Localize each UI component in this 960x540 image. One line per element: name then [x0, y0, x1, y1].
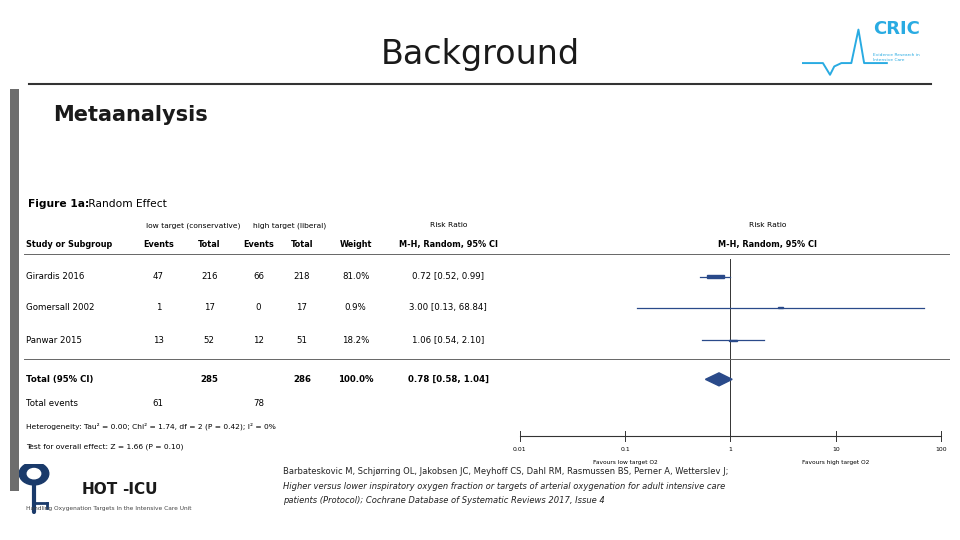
Text: 81.0%: 81.0%: [342, 272, 370, 281]
Text: Handling Oxygenation Targets In the Intensive Care Unit: Handling Oxygenation Targets In the Inte…: [26, 506, 191, 511]
Text: Random Effect: Random Effect: [85, 199, 167, 209]
Text: 61: 61: [153, 399, 164, 408]
Text: Girardis 2016: Girardis 2016: [26, 272, 84, 281]
Text: high target (liberal): high target (liberal): [252, 222, 326, 229]
Text: 0.72 [0.52, 0.99]: 0.72 [0.52, 0.99]: [412, 272, 484, 281]
Text: Total events: Total events: [26, 399, 78, 408]
Text: Total: Total: [291, 240, 313, 249]
Text: M-H, Random, 95% CI: M-H, Random, 95% CI: [718, 240, 817, 249]
Text: Heterogeneity: Tau² = 0.00; Chi² = 1.74, df = 2 (P = 0.42); I² = 0%: Heterogeneity: Tau² = 0.00; Chi² = 1.74,…: [26, 423, 276, 430]
Text: Risk Ratio: Risk Ratio: [749, 222, 786, 228]
Text: 51: 51: [297, 336, 307, 345]
Text: 66: 66: [252, 272, 264, 281]
Circle shape: [27, 469, 40, 479]
Text: -ICU: -ICU: [122, 482, 157, 497]
Text: 17: 17: [297, 303, 307, 312]
Text: 100.0%: 100.0%: [338, 375, 373, 384]
Text: 0.01: 0.01: [513, 447, 526, 452]
Text: CRIC: CRIC: [873, 19, 920, 38]
Text: 78: 78: [252, 399, 264, 408]
Text: Events: Events: [243, 240, 274, 249]
Text: Favours high target O2: Favours high target O2: [802, 460, 870, 465]
Text: 12: 12: [252, 336, 264, 345]
Text: 100: 100: [935, 447, 947, 452]
Text: M-H, Random, 95% CI: M-H, Random, 95% CI: [398, 240, 498, 249]
Text: 286: 286: [293, 375, 311, 384]
Text: 47: 47: [153, 272, 164, 281]
Text: Panwar 2015: Panwar 2015: [26, 336, 82, 345]
Text: Study or Subgroup: Study or Subgroup: [26, 240, 112, 249]
Text: Total (95% CI): Total (95% CI): [26, 375, 93, 384]
Text: 0.9%: 0.9%: [345, 303, 367, 312]
Text: 52: 52: [204, 336, 215, 345]
Polygon shape: [706, 373, 732, 386]
Text: patients (Protocol); Cochrane Database of Systematic Reviews 2017, Issue 4: patients (Protocol); Cochrane Database o…: [283, 496, 605, 505]
Bar: [707, 275, 724, 278]
Text: Metaanalysis: Metaanalysis: [53, 105, 207, 125]
Text: 0: 0: [255, 303, 261, 312]
Text: 218: 218: [294, 272, 310, 281]
Text: HOT: HOT: [82, 482, 118, 497]
Text: 10: 10: [832, 447, 840, 452]
Text: 3.00 [0.13, 68.84]: 3.00 [0.13, 68.84]: [409, 303, 487, 312]
Text: Gomersall 2002: Gomersall 2002: [26, 303, 94, 312]
Text: 0.1: 0.1: [620, 447, 630, 452]
Text: Test for overall effect: Z = 1.66 (P = 0.10): Test for overall effect: Z = 1.66 (P = 0…: [26, 443, 183, 450]
Text: Weight: Weight: [340, 240, 372, 249]
Text: 1: 1: [156, 303, 161, 312]
Text: Evidence Research in
Intensive Care: Evidence Research in Intensive Care: [873, 53, 920, 62]
Text: Risk Ratio: Risk Ratio: [430, 222, 467, 228]
Text: 0.78 [0.58, 1.04]: 0.78 [0.58, 1.04]: [408, 375, 489, 384]
Bar: [779, 307, 782, 308]
Text: Background: Background: [380, 38, 580, 71]
Text: 13: 13: [153, 336, 164, 345]
Text: Higher versus lower inspiratory oxygen fraction or targets of arterial oxygenati: Higher versus lower inspiratory oxygen f…: [283, 482, 726, 491]
Text: low target (conservative): low target (conservative): [146, 222, 240, 229]
Bar: [730, 340, 736, 341]
Text: 285: 285: [201, 375, 218, 384]
Text: Total: Total: [198, 240, 221, 249]
Text: Barbateskovic M, Schjørring OL, Jakobsen JC, Meyhoff CS, Dahl RM, Rasmussen BS, : Barbateskovic M, Schjørring OL, Jakobsen…: [283, 467, 729, 476]
Text: 1.06 [0.54, 2.10]: 1.06 [0.54, 2.10]: [412, 336, 485, 345]
Text: 1: 1: [729, 447, 732, 452]
Circle shape: [19, 462, 49, 485]
Text: Events: Events: [143, 240, 174, 249]
Text: Favours low target O2: Favours low target O2: [592, 460, 658, 465]
Text: Figure 1a:: Figure 1a:: [28, 199, 89, 209]
Text: 18.2%: 18.2%: [342, 336, 370, 345]
Text: 17: 17: [204, 303, 215, 312]
Text: 216: 216: [201, 272, 218, 281]
